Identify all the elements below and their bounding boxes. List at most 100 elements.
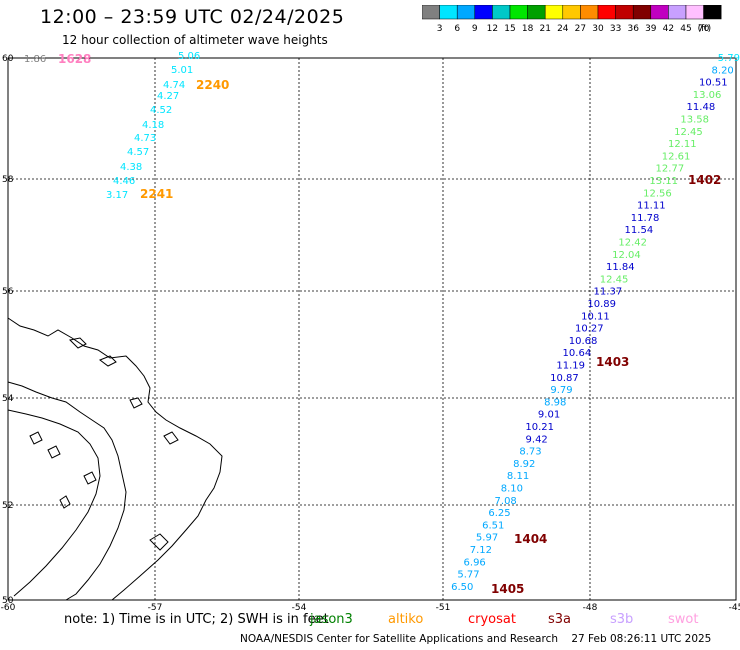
swh-label: 4.57 — [127, 147, 149, 158]
swh-label: 6.25 — [488, 508, 510, 519]
swh-label: 5.79 — [718, 53, 740, 64]
swh-label: 11.37 — [594, 287, 623, 298]
swh-label: 6.50 — [451, 582, 473, 593]
swh-label: 5.77 — [457, 570, 479, 581]
swh-label: 13.58 — [680, 115, 709, 126]
lat-label: 60 — [2, 54, 14, 64]
credit-line: NOAA/NESDIS Center for Satellite Applica… — [240, 633, 711, 645]
swh-label: 5.06 — [178, 51, 200, 62]
legend-label: 3 — [437, 24, 443, 34]
swh-label: 12.61 — [662, 151, 691, 162]
map-subtitle: 12 hour collection of altimeter wave hei… — [62, 33, 328, 47]
legend-label: 21 — [539, 24, 550, 34]
legend-label: 15 — [504, 24, 515, 34]
satellite-s3b: s3b — [610, 612, 634, 627]
legend-label: 6 — [454, 24, 460, 34]
swh-label: 10.27 — [575, 324, 604, 335]
swh-label: 1.86 — [24, 54, 46, 65]
swh-label: 12.56 — [643, 188, 672, 199]
swh-label: 10.21 — [525, 422, 554, 433]
axis-labels: 60 58 56 54 52 50-60 -57 -54 -51 -48 -45 — [1, 54, 740, 612]
legend-label: 70 — [698, 24, 710, 34]
lon-label: -51 — [436, 603, 451, 612]
pass-time-label: 1404 — [514, 532, 547, 546]
swh-label: 3.17 — [106, 190, 128, 201]
legend-label: 12 — [487, 24, 498, 34]
swh-label: 4.74 — [163, 80, 185, 91]
swh-label: 4.18 — [142, 120, 164, 131]
swh-label: 10.89 — [587, 299, 616, 310]
altimeter-tracks: 1.86 5.06 5.01 4.744.27 4.52 4.18 4.73 4.57 4.38… — [24, 51, 740, 593]
swh-label: 11.78 — [631, 213, 660, 224]
swh-label: 12.45 — [600, 274, 629, 285]
legend-label: 42 — [663, 24, 674, 34]
coastline — [7, 317, 223, 601]
swh-label: 9.42 — [526, 434, 548, 445]
swh-label: 7.12 — [470, 545, 492, 556]
swh-label: 4.46 — [113, 176, 135, 187]
footer-note: note: 1) Time is in UTC; 2) SWH is in fe… — [64, 612, 329, 627]
lat-label: 58 — [2, 175, 14, 185]
swh-label: 5.97 — [476, 533, 498, 544]
swh-label: 10.68 — [569, 336, 598, 347]
lon-label: -60 — [1, 603, 16, 612]
lat-label: 54 — [2, 394, 14, 404]
swh-label: 4.27 — [157, 91, 179, 102]
satellite-cryosat: cryosat — [468, 612, 516, 627]
legend-label: 9 — [472, 24, 478, 34]
legend-swatch — [703, 5, 722, 20]
swh-label: 7.08 — [495, 496, 517, 507]
pass-time-label: 1405 — [491, 582, 524, 596]
lon-label: -48 — [583, 603, 598, 612]
satellite-jason3: jason3 — [310, 612, 353, 627]
legend-unit: (ft) — [698, 24, 712, 34]
pass-time-label: 1403 — [596, 355, 629, 369]
wave-height-map: 60 58 56 54 52 50-60 -57 -54 -51 -48 -45 1.86 5.06 5… — [1, 51, 740, 612]
legend-label: 24 — [557, 24, 569, 34]
swh-label: 9.01 — [538, 410, 560, 421]
swh-label: 8.98 — [544, 397, 566, 408]
swh-label: 8.10 — [501, 484, 523, 495]
swh-label: 6.51 — [482, 520, 504, 531]
swh-label: 12.42 — [618, 238, 647, 249]
satellite-s3a: s3a — [548, 612, 572, 627]
lon-label: -57 — [148, 603, 163, 612]
legend-label: 30 — [592, 24, 604, 34]
swh-label: 12.11 — [668, 139, 697, 150]
legend-label: 27 — [575, 24, 586, 34]
swh-label: 4.38 — [120, 162, 142, 173]
swh-label: 8.11 — [507, 471, 529, 482]
lat-label: 52 — [2, 501, 13, 511]
color-legend: 3 6 9 12 15 18 21 24 27 30 33 36 39 42 45 70(ft) — [422, 5, 722, 34]
pass-time-label: 2241 — [140, 187, 173, 201]
map-title: 12:00 – 23:59 UTC 02/24/2025 — [40, 6, 345, 28]
swh-label: 12.45 — [674, 127, 703, 138]
swh-label: 11.11 — [637, 201, 666, 212]
swh-label: 13.06 — [693, 90, 722, 101]
lat-label: 50 — [2, 596, 14, 606]
swh-label: 8.73 — [519, 447, 541, 458]
swh-label: 12.04 — [612, 250, 641, 261]
swh-label: 5.01 — [171, 65, 193, 76]
swh-label: 11.84 — [606, 262, 635, 273]
swh-label: 10.11 — [581, 311, 610, 322]
swh-label: 4.73 — [134, 133, 156, 144]
swh-label: 10.64 — [563, 348, 592, 359]
swh-label: 8.92 — [513, 459, 535, 470]
swh-label: 11.48 — [687, 102, 716, 113]
legend-label: 33 — [610, 24, 621, 34]
legend-label: 18 — [522, 24, 534, 34]
swh-label: 8.20 — [712, 65, 734, 76]
swh-label: 6.96 — [464, 557, 486, 568]
pass-time-label: 1628 — [58, 52, 91, 66]
pass-time-label: 1402 — [688, 173, 721, 187]
swh-label: 9.79 — [550, 385, 572, 396]
generated-timestamp: 27 Feb 08:26:11 UTC 2025 — [571, 633, 712, 645]
swh-label: 12.77 — [656, 164, 685, 175]
legend-label: 45 — [680, 24, 691, 34]
pass-time-label: 2240 — [196, 78, 229, 92]
swh-label: 4.52 — [150, 105, 172, 116]
satellite-swot: swot — [668, 612, 699, 627]
swh-label: 11.54 — [625, 225, 654, 236]
legend-label: 36 — [627, 24, 639, 34]
